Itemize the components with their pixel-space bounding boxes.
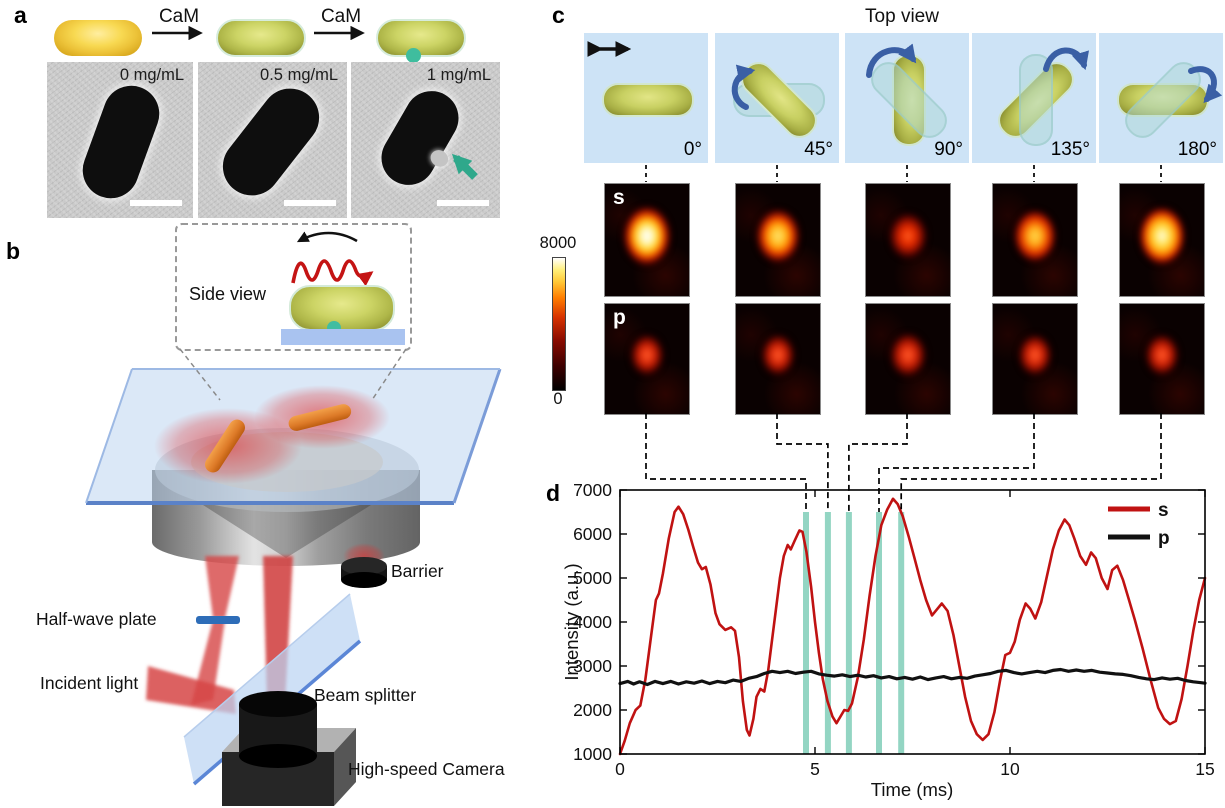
half-wave-plate-label: Half-wave plate	[36, 609, 157, 629]
s-row-label: s	[613, 186, 625, 209]
psf-p-135deg	[992, 303, 1078, 415]
psf-spot	[755, 207, 801, 264]
psf-spot	[1017, 332, 1053, 377]
incident-beam	[146, 666, 236, 714]
x-axis-label: Time (ms)	[870, 779, 954, 800]
psf-spot	[622, 204, 672, 267]
psf-spot	[629, 332, 665, 377]
psf-spot	[1138, 205, 1186, 266]
nanorod-on-slide	[205, 419, 245, 473]
psf-p-0deg: p	[604, 303, 690, 415]
side-view-inset: Side view	[175, 223, 412, 351]
psf-s-135deg	[992, 183, 1078, 297]
rotation-arrow-icon	[731, 64, 756, 110]
scale-bar	[284, 200, 336, 206]
cam-coated-nanorod	[216, 19, 306, 57]
svg-text:5000: 5000	[573, 568, 612, 588]
polarized-light-wave-icon	[291, 259, 374, 287]
colorbar-max-label: 8000	[539, 234, 577, 252]
psf-spot	[760, 332, 796, 377]
tem-0mg-label: 0 mg/mL	[119, 66, 184, 84]
rotation-arrow-icon	[1043, 47, 1089, 72]
svg-text:3000: 3000	[573, 656, 612, 676]
svg-text:7000: 7000	[573, 480, 612, 500]
nanorod-0deg	[602, 83, 694, 117]
svg-text:10: 10	[1000, 759, 1020, 779]
colorbar-min-label: 0	[553, 390, 563, 408]
cam-step1-label: CaM	[158, 6, 200, 27]
rotation-arrow-icon	[866, 43, 917, 78]
cam-step2-label: CaM	[320, 6, 362, 27]
nanorod-on-slide	[288, 404, 352, 431]
psf-p-180deg	[1119, 303, 1205, 415]
cam-pointer-arrow-icon	[451, 153, 478, 180]
y-axis-label: Intensity (a.u.)	[561, 563, 582, 681]
panel-d-label: d	[546, 480, 561, 506]
panel-b-label: b	[6, 238, 21, 264]
svg-text:s: s	[1158, 500, 1169, 521]
svg-text:1000: 1000	[573, 744, 612, 764]
tem-1mg-label: 1 mg/mL	[426, 66, 491, 84]
panel-c-label: c	[552, 2, 565, 28]
camera-label: High-speed Camera	[348, 759, 505, 779]
orientation-panel-0: 0°	[584, 33, 708, 163]
angle-label: 180°	[1177, 139, 1217, 160]
psf-p-90deg	[865, 303, 951, 415]
polarization-axis-arrow-icon	[587, 41, 632, 57]
half-wave-plate-element	[196, 616, 240, 624]
angle-label: 45°	[804, 139, 833, 160]
side-view-nanorod	[289, 285, 395, 331]
psf-s-180deg	[1119, 183, 1205, 297]
rotation-arrow-icon	[1188, 66, 1223, 104]
svg-text:5: 5	[810, 759, 820, 779]
p-row-label: p	[613, 306, 626, 329]
incident-light-label: Incident light	[40, 673, 139, 693]
orientation-panel-135: 135°	[972, 33, 1096, 163]
tethered-nanorod	[376, 19, 466, 57]
orientation-panel-45: 45°	[715, 33, 839, 163]
psf-spot	[1013, 208, 1057, 263]
tem-05mg-label: 0.5 mg/mL	[260, 66, 338, 84]
svg-text:2000: 2000	[573, 700, 612, 720]
top-view-title: Top view	[865, 6, 939, 27]
tem-image-1mg: 1 mg/mL	[351, 62, 500, 218]
optical-setup-diagram	[85, 368, 502, 806]
rotation-arc-icon	[296, 231, 358, 243]
camera-element	[222, 691, 356, 806]
angle-label: 0°	[683, 139, 702, 160]
barrier-element	[341, 543, 387, 588]
orientation-panel-90: 90°	[845, 33, 969, 163]
psf-p-45deg	[735, 303, 821, 415]
bare-gold-nanorod	[54, 20, 142, 56]
svg-text:p: p	[1158, 528, 1170, 549]
scale-bar	[130, 200, 182, 206]
psf-spot	[888, 331, 928, 379]
barrier-label: Barrier	[391, 561, 444, 581]
intensity-time-chart: 0 5 10 15 1000 2000 3000 4000 5000 6000 7000 sp	[573, 480, 1215, 779]
tem-image-0mg: 0 mg/mL	[47, 62, 193, 218]
beam-splitter-label: Beam splitter	[314, 685, 417, 705]
psf-s-0deg: s	[604, 183, 690, 297]
psf-s-90deg	[865, 183, 951, 297]
psf-spot	[888, 211, 928, 260]
side-view-title: Side view	[189, 284, 267, 304]
tem-image-05mg: 0.5 mg/mL	[198, 62, 347, 218]
angle-label: 90°	[934, 139, 963, 160]
oscillation-wave-icon	[291, 231, 374, 287]
colorbar	[552, 257, 566, 391]
panel-a-label: a	[14, 2, 27, 28]
svg-text:6000: 6000	[573, 524, 612, 544]
angle-label: 135°	[1050, 139, 1090, 160]
psf-s-45deg	[735, 183, 821, 297]
orientation-panel-180: 180°	[1099, 33, 1223, 163]
svg-text:4000: 4000	[573, 612, 612, 632]
side-view-substrate	[281, 329, 405, 345]
anchor-dot	[406, 48, 421, 63]
svg-text:15: 15	[1195, 759, 1214, 779]
scale-bar	[437, 200, 489, 206]
svg-text:0: 0	[615, 759, 625, 779]
psf-spot	[1144, 332, 1180, 377]
